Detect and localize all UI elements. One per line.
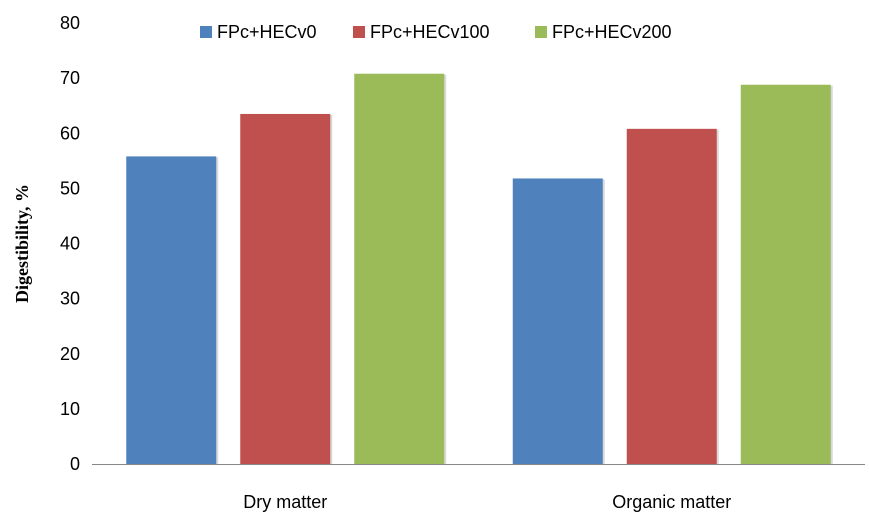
legend-label: FPc+HECv100	[370, 22, 490, 42]
y-tick-label: 60	[60, 123, 80, 143]
category-label: Dry matter	[243, 492, 327, 512]
category-labels: Dry matter Organic matter	[243, 492, 731, 512]
legend-swatch	[200, 26, 212, 38]
bars	[126, 73, 833, 465]
y-axis-title: Digestibility, %	[12, 184, 32, 303]
bar	[354, 73, 445, 464]
bar	[240, 113, 331, 465]
y-axis-title-group: Digestibility, %	[12, 184, 32, 303]
y-tick-label: 10	[60, 399, 80, 419]
legend: FPc+HECv0 FPc+HECv100 FPc+HECv200	[200, 22, 672, 42]
y-tick-label: 50	[60, 178, 80, 198]
legend-swatch	[535, 26, 547, 38]
bar	[126, 156, 217, 464]
bar	[512, 178, 603, 464]
legend-swatch	[353, 26, 365, 38]
y-tick-labels: 0 10 20 30 40 50 60 70 80	[60, 13, 80, 474]
category-label: Organic matter	[612, 492, 731, 512]
y-tick-label: 20	[60, 344, 80, 364]
y-tick-label: 30	[60, 289, 80, 309]
legend-label: FPc+HECv200	[552, 22, 672, 42]
y-tick-label: 40	[60, 234, 80, 254]
y-tick-label: 0	[70, 454, 80, 474]
legend-label: FPc+HECv0	[217, 22, 317, 42]
y-tick-label: 80	[60, 13, 80, 33]
bar	[740, 84, 831, 465]
y-tick-label: 70	[60, 68, 80, 88]
bar	[626, 128, 717, 464]
